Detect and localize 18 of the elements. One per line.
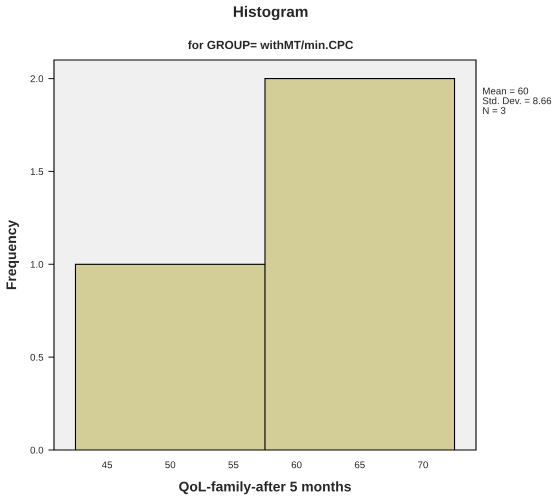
chart-subtitle: for GROUP= withMT/min.CPC [188, 40, 354, 50]
y-axis-title: Frequency [6, 220, 19, 290]
text: Mean = 60 [483, 88, 528, 94]
x-tick-label: 50 [165, 461, 176, 468]
y-tick-label: 1.0 [30, 261, 44, 268]
x-tick-label: 70 [418, 461, 428, 468]
x-axis-title: QoL-family-after 5 months [179, 481, 351, 494]
x-tick-label: 55 [228, 461, 238, 468]
text: Std. Dev. = 8.66 [482, 97, 552, 104]
text: N = 3 [483, 107, 506, 114]
x-tick-label: 65 [354, 461, 365, 468]
chart-title: Histogram [234, 6, 308, 20]
y-tick-label: 2.0 [30, 75, 44, 82]
x-tick-label: 60 [292, 461, 302, 468]
y-tick-label: 0.0 [30, 446, 44, 454]
y-tick-label: 0.5 [30, 354, 44, 361]
x-tick-label: 45 [102, 461, 112, 468]
y-tick-label: 1.5 [30, 168, 44, 176]
